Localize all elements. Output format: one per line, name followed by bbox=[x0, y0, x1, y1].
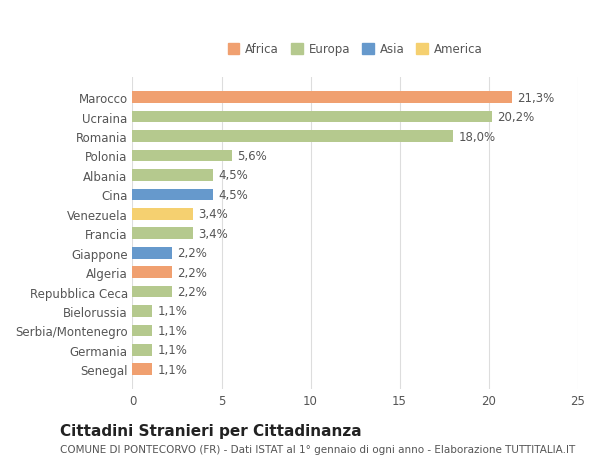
Bar bbox=[133, 228, 193, 240]
Bar bbox=[133, 306, 152, 317]
Legend: Africa, Europa, Asia, America: Africa, Europa, Asia, America bbox=[227, 43, 482, 56]
Bar bbox=[133, 267, 172, 278]
Text: 2,2%: 2,2% bbox=[177, 285, 207, 298]
Text: Cittadini Stranieri per Cittadinanza: Cittadini Stranieri per Cittadinanza bbox=[60, 423, 362, 438]
Text: 2,2%: 2,2% bbox=[177, 266, 207, 279]
Text: 21,3%: 21,3% bbox=[517, 91, 554, 105]
Text: 1,1%: 1,1% bbox=[157, 305, 187, 318]
Bar bbox=[133, 131, 453, 143]
Text: 1,1%: 1,1% bbox=[157, 363, 187, 376]
Text: 4,5%: 4,5% bbox=[218, 169, 248, 182]
Text: 4,5%: 4,5% bbox=[218, 189, 248, 202]
Bar bbox=[133, 344, 152, 356]
Text: 2,2%: 2,2% bbox=[177, 246, 207, 260]
Bar bbox=[133, 170, 212, 181]
Text: 3,4%: 3,4% bbox=[199, 208, 228, 221]
Text: 18,0%: 18,0% bbox=[458, 130, 496, 143]
Bar bbox=[133, 189, 212, 201]
Text: 1,1%: 1,1% bbox=[157, 344, 187, 357]
Bar bbox=[133, 247, 172, 259]
Text: COMUNE DI PONTECORVO (FR) - Dati ISTAT al 1° gennaio di ogni anno - Elaborazione: COMUNE DI PONTECORVO (FR) - Dati ISTAT a… bbox=[60, 444, 575, 454]
Text: 20,2%: 20,2% bbox=[497, 111, 535, 124]
Bar bbox=[133, 151, 232, 162]
Bar bbox=[133, 286, 172, 298]
Bar bbox=[133, 325, 152, 336]
Bar bbox=[133, 208, 193, 220]
Text: 5,6%: 5,6% bbox=[238, 150, 267, 162]
Text: 1,1%: 1,1% bbox=[157, 324, 187, 337]
Bar bbox=[133, 364, 152, 375]
Bar bbox=[133, 112, 492, 123]
Text: 3,4%: 3,4% bbox=[199, 227, 228, 240]
Bar bbox=[133, 92, 512, 104]
